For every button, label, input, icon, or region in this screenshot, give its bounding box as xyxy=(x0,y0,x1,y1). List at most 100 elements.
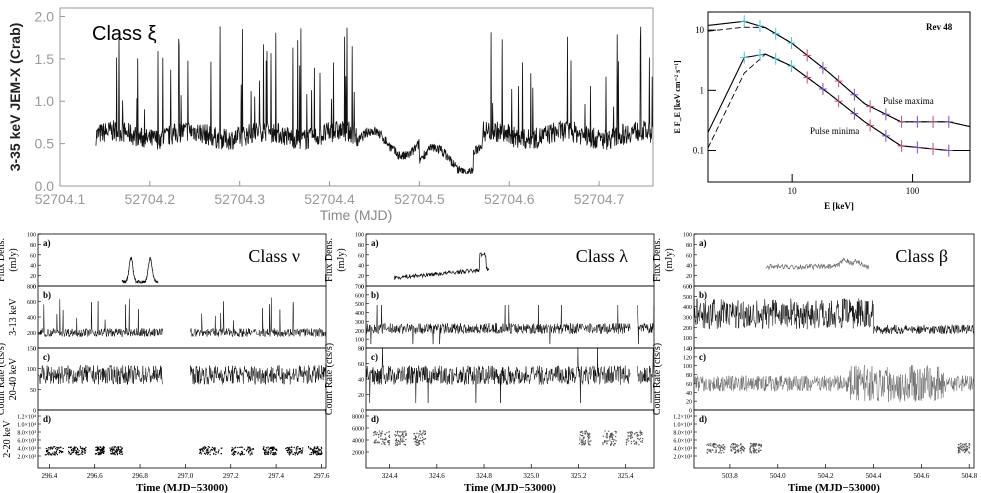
scatter-point xyxy=(263,446,265,448)
count-rate-label: Count Rate (cts/s) xyxy=(652,343,663,415)
scatter-point xyxy=(749,451,751,453)
band-20-40-label: 20-40 keV xyxy=(8,357,19,400)
subpanel-y-tick-label: 20 xyxy=(686,400,692,406)
scatter-point xyxy=(82,451,84,453)
subpanel-y-tick-label: 200 xyxy=(355,329,364,335)
flux-dens-label: Flux Dens. xyxy=(324,238,335,282)
scatter-point xyxy=(380,435,382,437)
spectrum-y-tick-label: 0.1 xyxy=(693,146,704,156)
scatter-point xyxy=(403,443,405,445)
scatter-point xyxy=(58,447,60,449)
scatter-point xyxy=(84,448,86,450)
scatter-point xyxy=(752,444,754,446)
subpanel-y-tick-label: 20 xyxy=(30,274,36,280)
scatter-point xyxy=(287,451,289,453)
scatter-point xyxy=(275,448,277,450)
scatter-point xyxy=(730,449,732,451)
scatter-point xyxy=(272,446,274,448)
scatter-point xyxy=(418,434,420,436)
scatter-point xyxy=(51,454,53,456)
scatter-point xyxy=(96,449,98,451)
scatter-point xyxy=(961,449,963,451)
scatter-point xyxy=(388,444,390,446)
scatter-point xyxy=(609,439,611,441)
scatter-point xyxy=(374,439,376,441)
scatter-point xyxy=(47,450,49,452)
scatter-point xyxy=(316,454,318,456)
scatter-point xyxy=(273,452,275,454)
scatter-point xyxy=(291,446,293,448)
scatter-point xyxy=(109,449,112,451)
scatter-point xyxy=(719,448,721,450)
scatter-point xyxy=(414,438,416,440)
bottom-x-tick-label: 296.6 xyxy=(87,472,103,480)
scatter-point xyxy=(53,454,55,456)
scatter-point xyxy=(287,449,289,451)
scatter-point xyxy=(217,451,220,453)
scatter-point xyxy=(710,443,712,445)
subpanel-y-tick-label: 40 xyxy=(30,264,36,270)
scatter-point xyxy=(602,443,604,445)
scatter-point xyxy=(640,441,642,443)
scatter-point xyxy=(395,444,397,446)
scatter-point xyxy=(286,450,288,452)
scatter-point xyxy=(252,448,254,450)
scatter-point xyxy=(420,433,422,435)
scatter-point xyxy=(641,439,643,442)
count-rate-series-c xyxy=(693,365,975,403)
flux-dens-label: Flux Dens. xyxy=(0,238,7,282)
scatter-point xyxy=(317,453,319,455)
scatter-point xyxy=(606,440,608,442)
scatter-point xyxy=(394,440,397,442)
subpanel-y-tick-label: 60 xyxy=(30,253,36,259)
scatter-point xyxy=(210,449,212,452)
scatter-point xyxy=(103,448,105,450)
flux-dens-unit-label: (mJy) xyxy=(664,248,675,271)
scatter-point xyxy=(58,450,61,452)
scatter-point xyxy=(270,453,272,455)
scatter-point xyxy=(416,439,418,441)
scatter-point xyxy=(964,452,966,454)
scatter-point xyxy=(116,450,118,452)
scatter-point xyxy=(589,440,591,442)
scatter-point xyxy=(756,448,758,451)
scatter-point xyxy=(715,449,717,451)
scatter-point xyxy=(118,450,121,452)
scatter-point xyxy=(374,440,376,442)
scatter-point xyxy=(80,447,82,449)
scatter-point xyxy=(708,444,710,446)
scatter-point xyxy=(121,450,123,453)
scatter-point xyxy=(611,435,613,437)
scatter-point xyxy=(606,442,608,444)
scatter-point xyxy=(274,453,276,455)
scatter-point xyxy=(585,431,587,433)
scatter-point xyxy=(603,441,605,443)
scatter-point xyxy=(234,453,236,456)
scatter-point xyxy=(421,434,423,436)
scatter-point xyxy=(715,451,717,453)
scatter-point xyxy=(241,450,243,453)
scatter-point xyxy=(590,440,592,442)
scatter-point xyxy=(317,450,319,452)
scatter-point xyxy=(639,431,641,434)
scatter-point xyxy=(720,452,722,454)
scatter-point xyxy=(754,444,756,446)
scatter-point xyxy=(84,452,86,454)
scatter-point xyxy=(753,449,755,451)
scatter-point xyxy=(399,441,401,443)
scatter-point xyxy=(62,447,64,450)
scatter-point xyxy=(608,430,610,432)
scatter-point xyxy=(49,447,51,449)
scatter-point xyxy=(110,448,112,450)
scatter-point xyxy=(615,432,617,434)
scatter-point xyxy=(399,431,401,433)
scatter-point xyxy=(375,439,377,441)
scatter-point xyxy=(730,447,732,449)
scatter-point xyxy=(58,452,60,454)
scatter-point xyxy=(740,450,742,452)
scatter-point xyxy=(625,439,628,441)
subpanel-y-tick-label: 0 xyxy=(689,409,692,415)
scatter-point xyxy=(74,447,76,450)
scatter-point xyxy=(424,432,426,434)
scatter-point xyxy=(292,453,294,455)
